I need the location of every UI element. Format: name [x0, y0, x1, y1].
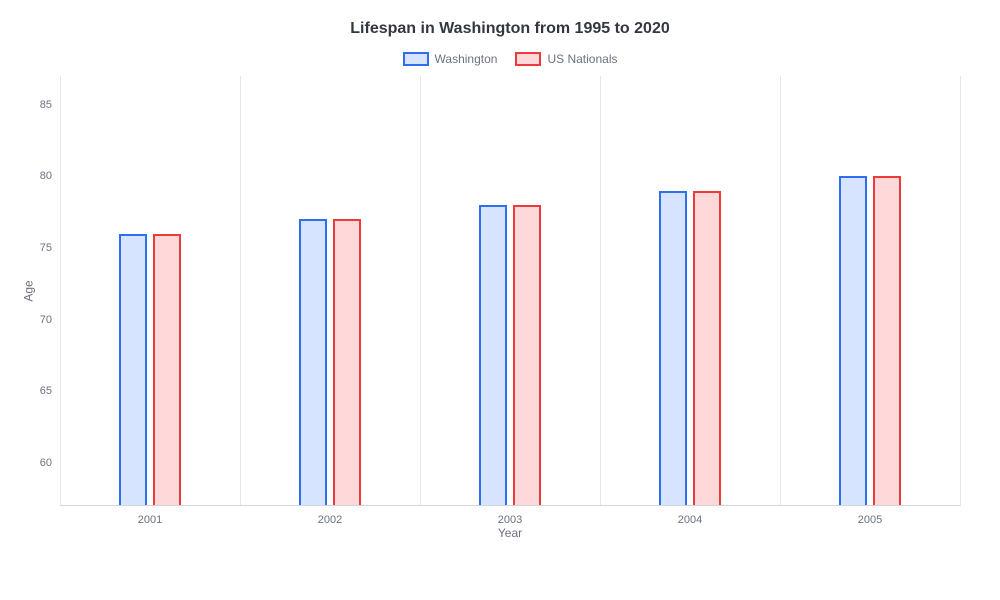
- y-tick: 65: [40, 385, 60, 397]
- y-tick: 70: [40, 314, 60, 326]
- gridline: [420, 76, 421, 506]
- legend-item: US Nationals: [515, 52, 617, 66]
- gridline: [600, 76, 601, 506]
- legend-swatch: [403, 52, 429, 66]
- y-axis-label: Age: [22, 280, 36, 301]
- bar: [873, 176, 902, 506]
- bar: [513, 205, 542, 506]
- legend-label: Washington: [435, 52, 498, 66]
- bar: [659, 191, 688, 506]
- bar: [299, 219, 328, 506]
- gridline: [60, 76, 61, 506]
- x-tick: 2004: [678, 514, 702, 526]
- legend-item: Washington: [403, 52, 498, 66]
- y-tick: 85: [40, 99, 60, 111]
- bar: [153, 234, 182, 506]
- gridline: [960, 76, 961, 506]
- gridline: [240, 76, 241, 506]
- x-tick: 2003: [498, 514, 522, 526]
- x-tick: 2001: [138, 514, 162, 526]
- gridline: [780, 76, 781, 506]
- bar: [479, 205, 508, 506]
- x-axis-label: Year: [498, 526, 522, 540]
- chart-title: Lifespan in Washington from 1995 to 2020: [60, 20, 960, 38]
- y-tick: 80: [40, 170, 60, 182]
- x-tick: 2005: [858, 514, 882, 526]
- y-tick: 60: [40, 457, 60, 469]
- lifespan-chart: Lifespan in Washington from 1995 to 2020…: [0, 0, 1000, 600]
- bar: [693, 191, 722, 506]
- x-tick: 2002: [318, 514, 342, 526]
- legend-swatch: [515, 52, 541, 66]
- plot-area: Age Year 6065707580852001200220032004200…: [60, 76, 960, 506]
- y-tick: 75: [40, 242, 60, 254]
- legend-label: US Nationals: [547, 52, 617, 66]
- bar: [119, 234, 148, 506]
- bar: [333, 219, 362, 506]
- chart-legend: Washington US Nationals: [60, 52, 960, 66]
- bar: [839, 176, 868, 506]
